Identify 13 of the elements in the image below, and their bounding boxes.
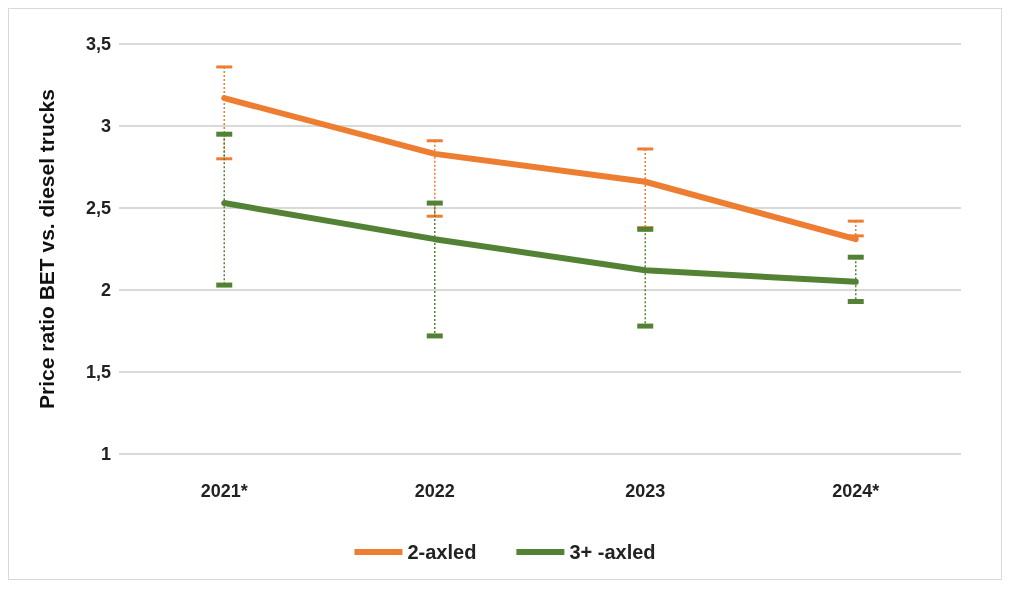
x-tick-label: 2021*: [200, 481, 248, 501]
legend-label: 2-axled: [407, 541, 477, 563]
y-tick-label: 2: [100, 280, 111, 300]
y-tick-label: 3,5: [85, 34, 111, 54]
y-tick-label: 3: [100, 116, 111, 136]
x-tick-label: 2024*: [832, 481, 880, 501]
x-tick-label: 2023: [625, 481, 666, 501]
y-tick-label: 1,5: [85, 362, 111, 382]
y-tick-label: 2,5: [85, 198, 111, 218]
y-axis-title: Price ratio BET vs. diesel trucks: [35, 89, 58, 409]
y-tick-label: 1: [100, 444, 111, 464]
legend-label: 3+ -axled: [569, 541, 656, 563]
x-tick-label: 2022: [414, 481, 455, 501]
